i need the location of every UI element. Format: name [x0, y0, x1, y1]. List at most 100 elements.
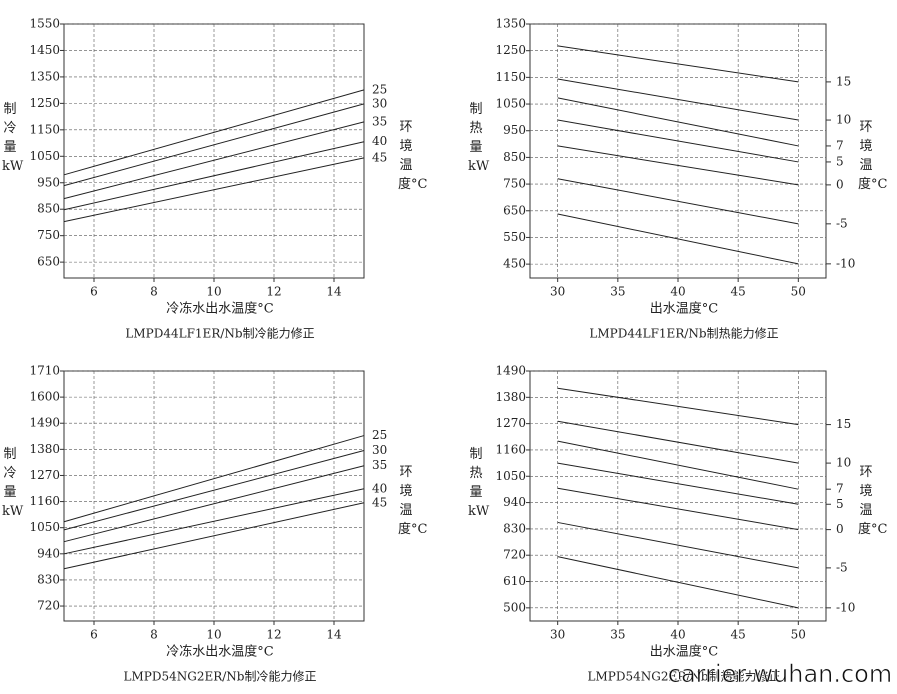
x-tick-label: 45 [731, 628, 746, 642]
x-tick-label: 6 [90, 285, 98, 299]
series-label: 35 [372, 458, 387, 472]
y-tick-label: 1550 [29, 17, 60, 31]
x-tick-label: 6 [90, 628, 98, 642]
series-line [63, 450, 365, 531]
series-label: -5 [836, 560, 848, 574]
x-axis-label: 出水温度°C [650, 301, 719, 317]
y-tick-label: 950 [37, 175, 60, 189]
series-label: 25 [372, 428, 387, 442]
x-axis-label: 冷冻水出水温度°C [166, 301, 274, 317]
series-label: 40 [372, 481, 387, 495]
x-tick-label: 10 [206, 285, 221, 299]
x-tick-label: 30 [550, 628, 565, 642]
y-tick-label: 1490 [495, 364, 526, 378]
y-tick-label: 1050 [29, 520, 60, 534]
series-line [63, 465, 365, 543]
y-tick-label: 1160 [29, 494, 60, 508]
y-tick-label: 1050 [495, 97, 526, 111]
series-line [557, 97, 799, 147]
series-label: 30 [372, 443, 387, 457]
series-line [557, 45, 799, 83]
legend-title: 环境温度°C [398, 120, 428, 192]
x-tick-label: 35 [610, 628, 625, 642]
y-tick-label: 1450 [29, 43, 60, 57]
y-tick-label: 610 [503, 574, 526, 588]
y-axis-label: 制热量kW [468, 102, 490, 174]
y-axis-label: 制冷量kW [2, 102, 24, 174]
series-label: 30 [372, 96, 387, 110]
series-label: -10 [836, 256, 855, 270]
x-tick-label: 35 [610, 285, 625, 299]
legend-title: 环境温度°C [858, 465, 888, 537]
chart-caption: LMPD54NG2ER/Nb制热能力修正 [588, 669, 781, 684]
series-label: 10 [836, 456, 851, 470]
y-tick-label: 1250 [29, 96, 60, 110]
y-tick-label: 720 [503, 548, 526, 562]
y-axis-label: 制冷量kW [2, 447, 24, 519]
series-line [557, 462, 799, 505]
watermark: carrier-wuhan.com [668, 660, 893, 688]
series-line [557, 119, 799, 163]
series-label: 45 [372, 150, 387, 164]
x-tick-label: 50 [791, 285, 806, 299]
series-line [557, 387, 799, 426]
y-tick-label: 950 [503, 123, 526, 137]
x-tick-label: 50 [791, 628, 806, 642]
y-tick-label: 1600 [29, 390, 60, 404]
y-tick-label: 1350 [29, 69, 60, 83]
y-tick-label: 830 [37, 572, 60, 586]
series-line [557, 178, 799, 225]
series-line [63, 488, 365, 555]
x-tick-label: 40 [670, 285, 685, 299]
chart-caption: LMPD54NG2ER/Nb制冷能力修正 [124, 669, 317, 684]
x-tick-label: 12 [266, 628, 281, 642]
x-tick-label: 30 [550, 285, 565, 299]
series-line [63, 141, 365, 211]
y-tick-label: 1050 [495, 469, 526, 483]
y-tick-label: 940 [37, 546, 60, 560]
x-tick-label: 14 [326, 285, 342, 299]
y-tick-label: 850 [503, 150, 526, 164]
series-line [557, 420, 799, 464]
series-label: 35 [372, 114, 387, 128]
series-line [557, 556, 799, 609]
y-tick-label: 1380 [29, 442, 60, 456]
series-line [557, 213, 799, 265]
series-label: 15 [836, 417, 851, 431]
series-line [63, 103, 365, 187]
x-tick-label: 14 [326, 628, 342, 642]
legend-title: 环境温度°C [858, 120, 888, 192]
series-line [63, 502, 365, 570]
y-tick-label: 1270 [495, 416, 526, 430]
y-tick-label: 1160 [495, 442, 526, 456]
y-tick-label: 1150 [495, 70, 526, 84]
x-tick-label: 10 [206, 628, 221, 642]
series-label: 0 [836, 177, 844, 191]
series-label: -5 [836, 216, 848, 230]
y-tick-label: 1250 [495, 43, 526, 57]
series-label: 25 [372, 82, 387, 96]
y-tick-label: 500 [503, 600, 526, 614]
legend-title: 环境温度°C [398, 465, 428, 537]
series-line [63, 89, 365, 176]
x-tick-label: 40 [670, 628, 685, 642]
x-tick-label: 12 [266, 285, 281, 299]
chart-caption: LMPD44LF1ER/Nb制冷能力修正 [125, 326, 314, 341]
y-tick-label: 650 [503, 203, 526, 217]
y-tick-label: 750 [503, 177, 526, 191]
y-tick-label: 1350 [495, 17, 526, 31]
y-tick-label: 830 [503, 521, 526, 535]
series-label: 5 [836, 497, 844, 511]
y-axis-label: 制热量kW [468, 447, 490, 519]
y-tick-label: 1270 [29, 468, 60, 482]
y-tick-label: 750 [37, 228, 60, 242]
series-line [63, 435, 365, 523]
x-axis-label: 出水温度°C [650, 644, 719, 660]
y-tick-label: 720 [37, 599, 60, 613]
series-label: -10 [836, 600, 855, 614]
series-line [557, 521, 799, 569]
y-tick-label: 1150 [29, 122, 60, 136]
series-label: 5 [836, 154, 844, 168]
series-line [557, 487, 799, 531]
